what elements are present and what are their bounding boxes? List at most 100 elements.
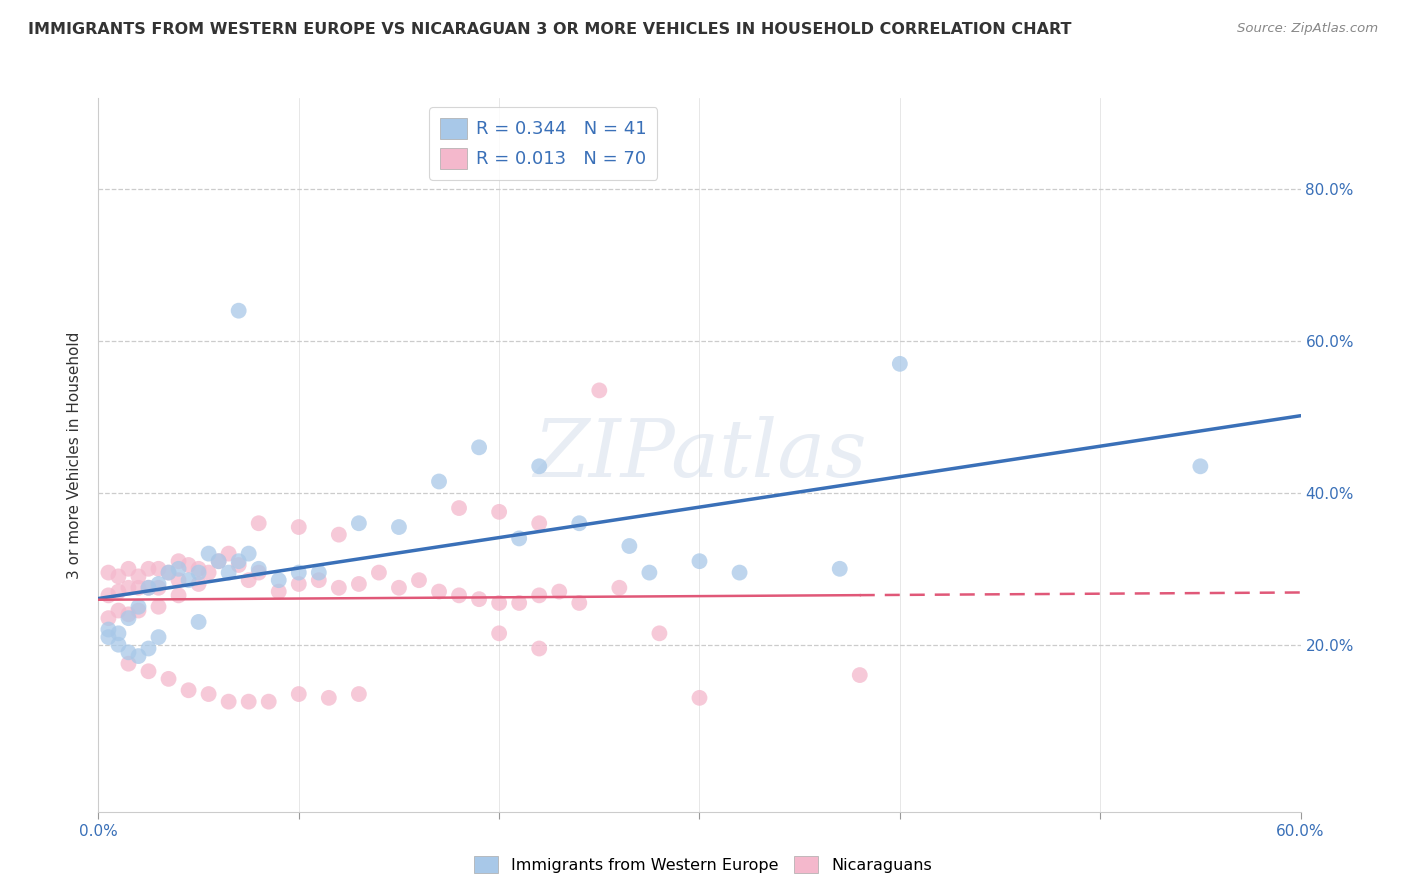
Point (187, 566, 209, 580)
Point (197, 566, 219, 580)
Point (508, 596, 530, 610)
Point (107, 569, 129, 583)
Point (689, 554, 711, 568)
Point (468, 440, 491, 454)
Point (689, 690, 711, 705)
Point (267, 584, 290, 599)
Point (328, 527, 350, 541)
Point (148, 577, 170, 591)
Point (157, 566, 180, 580)
Point (568, 516, 591, 531)
Point (529, 588, 551, 602)
Legend: Immigrants from Western Europe, Nicaraguans: Immigrants from Western Europe, Nicaragu… (468, 849, 938, 880)
Point (148, 562, 170, 576)
Point (529, 516, 551, 531)
Point (308, 573, 330, 587)
Point (117, 562, 139, 576)
Point (157, 672, 180, 686)
Point (267, 573, 290, 587)
Point (288, 687, 311, 701)
Point (167, 554, 190, 568)
Point (488, 505, 510, 519)
Point (97, 588, 120, 602)
Point (228, 303, 250, 318)
Point (588, 384, 610, 398)
Point (177, 558, 200, 572)
Point (488, 626, 510, 640)
Point (238, 573, 260, 587)
Point (548, 584, 571, 599)
Point (117, 657, 139, 671)
Point (117, 581, 139, 595)
Point (117, 607, 139, 622)
Point (648, 626, 671, 640)
Point (128, 603, 150, 617)
Point (889, 357, 911, 371)
Point (308, 566, 330, 580)
Point (148, 599, 170, 614)
Point (619, 539, 641, 553)
Point (388, 520, 411, 534)
Point (238, 547, 260, 561)
Point (177, 573, 200, 587)
Point (97, 611, 120, 625)
Point (177, 683, 200, 698)
Legend: R = 0.344   N = 41, R = 0.013   N = 70: R = 0.344 N = 41, R = 0.013 N = 70 (429, 107, 658, 179)
Point (638, 566, 661, 580)
Point (828, 562, 851, 576)
Point (609, 581, 631, 595)
Point (218, 695, 240, 709)
Point (148, 581, 170, 595)
Point (427, 475, 450, 489)
Point (328, 581, 350, 595)
Point (257, 695, 280, 709)
Point (247, 562, 270, 576)
Point (197, 547, 219, 561)
Point (218, 547, 240, 561)
Point (488, 596, 510, 610)
Point (347, 687, 370, 701)
Point (849, 668, 872, 682)
Point (167, 562, 190, 576)
Point (568, 596, 591, 610)
Point (187, 615, 209, 629)
Point (97, 630, 120, 644)
Point (167, 573, 190, 587)
Point (138, 581, 160, 595)
Point (447, 501, 470, 516)
Text: IMMIGRANTS FROM WESTERN EUROPE VS NICARAGUAN 3 OR MORE VEHICLES IN HOUSEHOLD COR: IMMIGRANTS FROM WESTERN EUROPE VS NICARA… (28, 22, 1071, 37)
Point (107, 626, 129, 640)
Point (148, 630, 170, 644)
Point (157, 566, 180, 580)
Point (1189, 459, 1212, 474)
Point (247, 516, 270, 531)
Point (218, 566, 240, 580)
Point (347, 577, 370, 591)
Point (288, 566, 311, 580)
Point (247, 566, 270, 580)
Point (138, 665, 160, 679)
Point (197, 687, 219, 701)
Point (128, 599, 150, 614)
Point (117, 645, 139, 659)
Point (288, 577, 311, 591)
Point (427, 584, 450, 599)
Point (318, 690, 340, 705)
Y-axis label: 3 or more Vehicles in Household: 3 or more Vehicles in Household (67, 331, 83, 579)
Point (187, 577, 209, 591)
Point (228, 558, 250, 572)
Point (97, 566, 120, 580)
Point (187, 562, 209, 576)
Point (728, 566, 751, 580)
Point (288, 520, 311, 534)
Point (128, 569, 150, 583)
Point (107, 603, 129, 617)
Point (347, 516, 370, 531)
Point (468, 592, 491, 607)
Point (107, 638, 129, 652)
Point (107, 584, 129, 599)
Point (138, 562, 160, 576)
Point (167, 588, 190, 602)
Point (138, 641, 160, 656)
Point (208, 554, 231, 568)
